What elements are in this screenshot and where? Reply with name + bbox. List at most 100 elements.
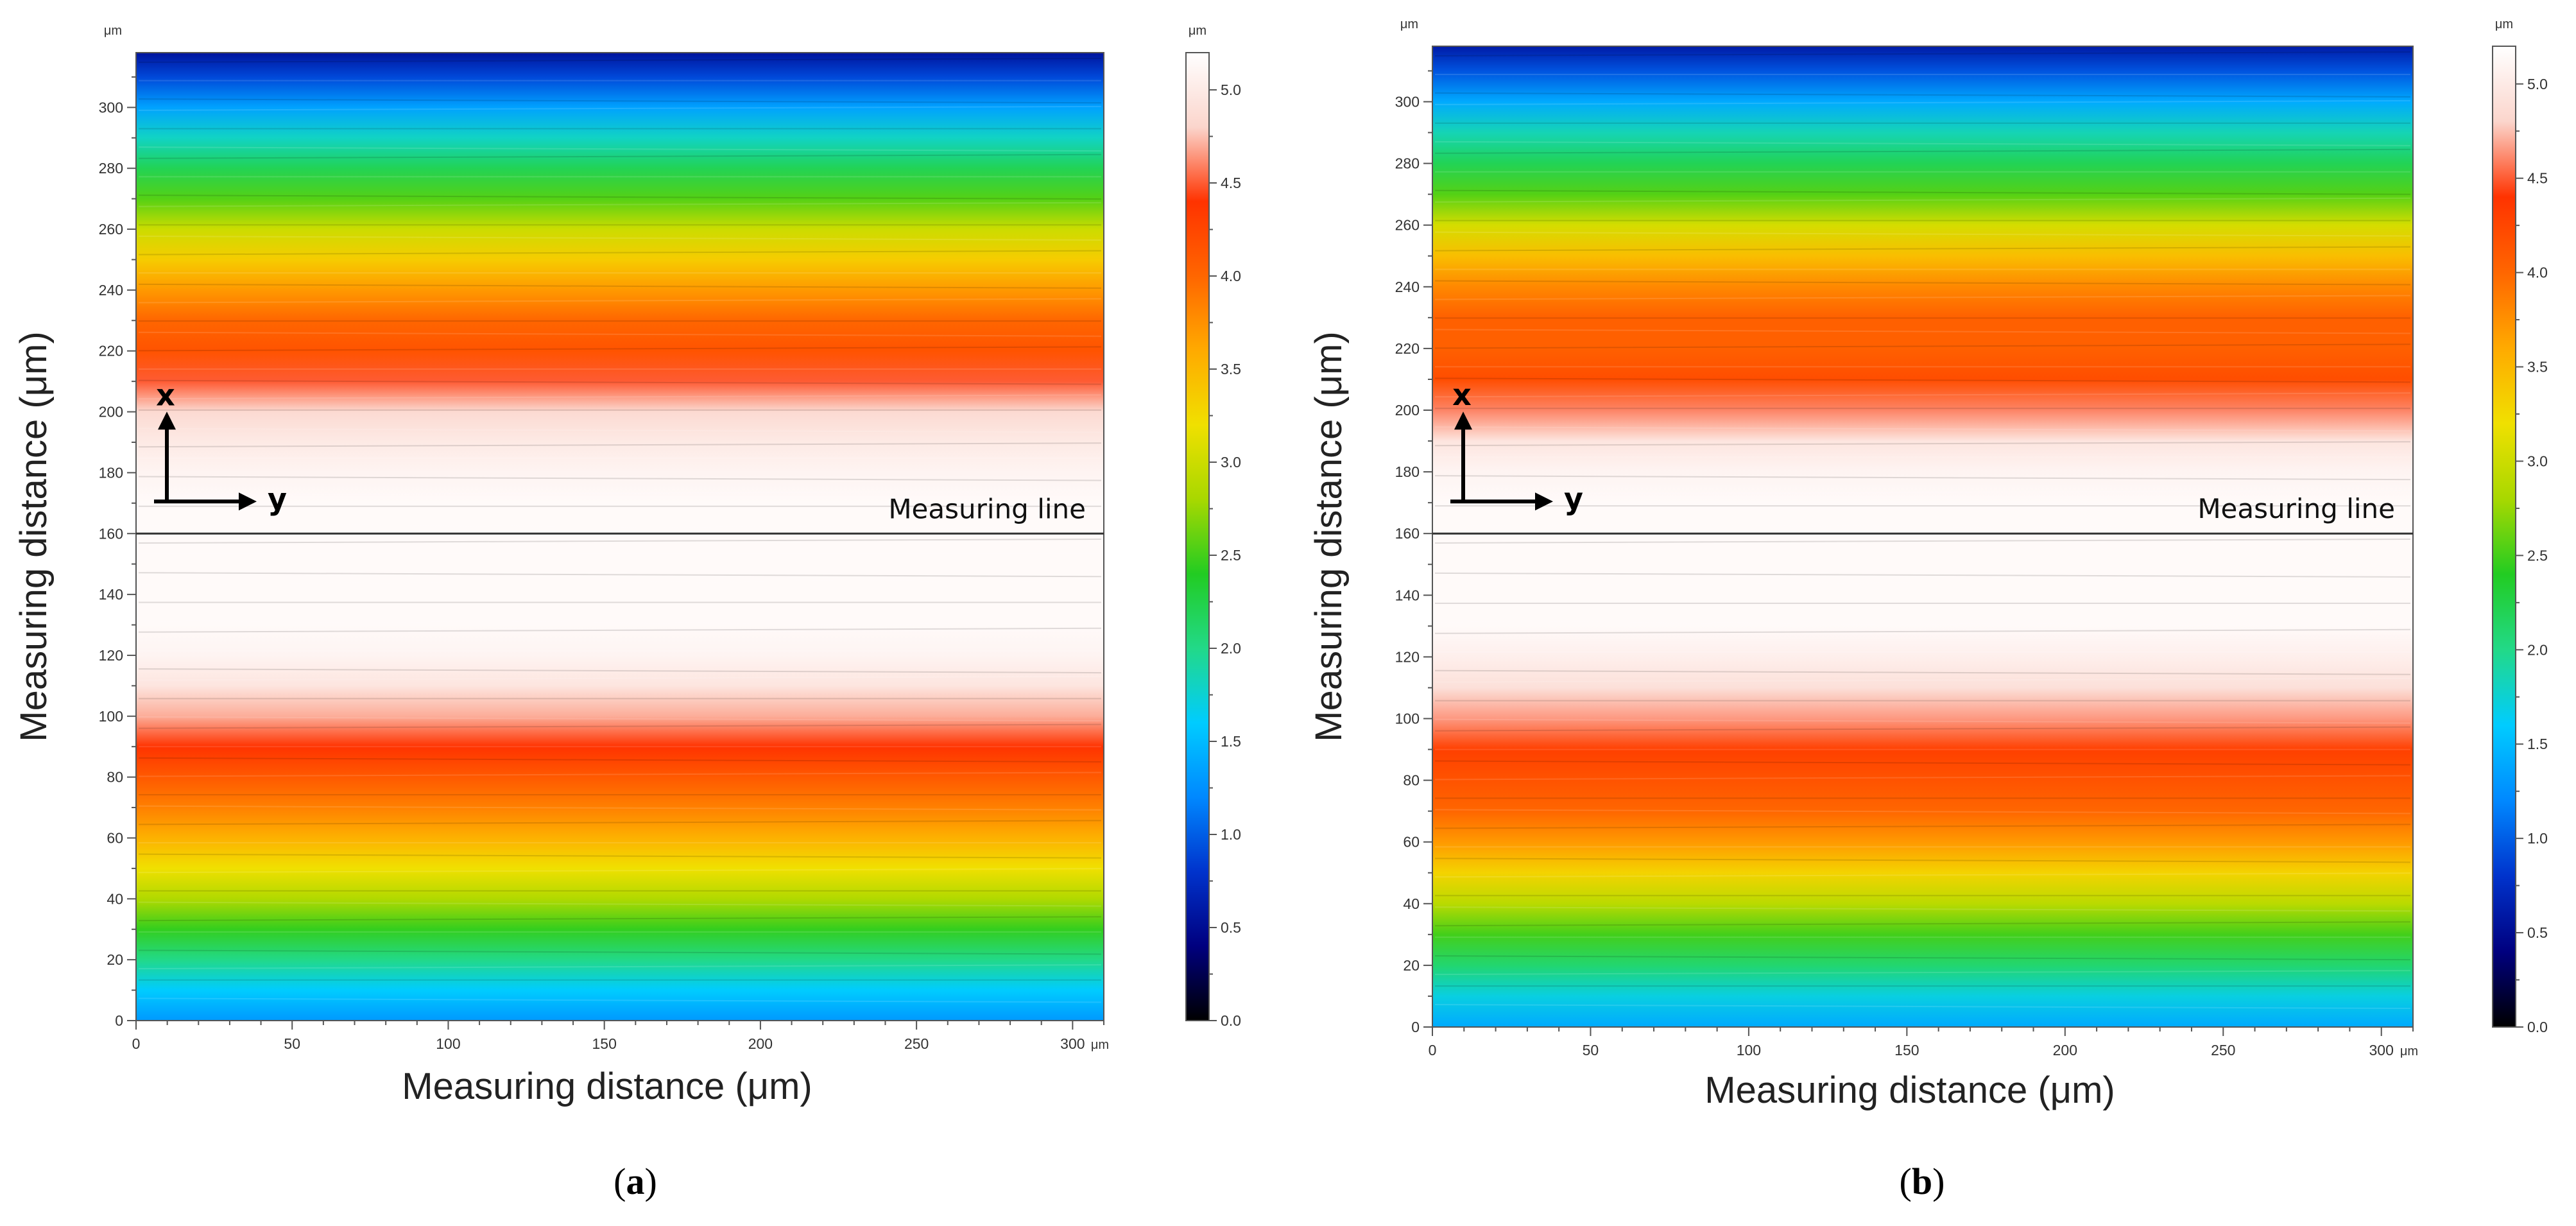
axis-letter-x: x — [156, 377, 175, 412]
y-tick-label: 160 — [1395, 525, 1420, 542]
surface-streak — [1434, 426, 2411, 432]
panel-b: Measuring line x y 0 20 40 60 80 100 120 140 160 180… — [1308, 17, 2548, 1202]
y-tick-label: 40 — [107, 890, 123, 907]
x-tick-label: 50 — [284, 1035, 300, 1052]
surface-streak — [138, 490, 1102, 496]
y-tick-label: 220 — [1395, 340, 1420, 357]
surface-streak — [1434, 580, 2411, 585]
surface-streak — [1434, 824, 2411, 829]
colorbar-tick-label: 2.5 — [1221, 547, 1241, 564]
colorbar-unit-label: μm — [1189, 24, 1206, 38]
y-tick-label: 140 — [1395, 587, 1420, 603]
y-tick-label: 300 — [1395, 93, 1420, 110]
x-tick-label: 100 — [1737, 1042, 1761, 1058]
panel-label-letter: b — [1912, 1161, 1932, 1202]
surface-streak — [1434, 628, 2411, 634]
panel-label-letter: a — [626, 1161, 645, 1202]
colorbar-tick-label: 3.5 — [1221, 361, 1241, 377]
panel-a: Measuring line x y 0 20 40 60 80 100 120 140 160 180… — [13, 24, 1241, 1202]
surface-streak — [1434, 189, 2411, 195]
x-tick-label: 150 — [1894, 1042, 1919, 1058]
surface-streak — [138, 539, 1102, 544]
x-tick-label: 150 — [592, 1035, 616, 1052]
colorbar-tick-label: 5.0 — [1221, 82, 1241, 98]
surface-streak — [1434, 231, 2411, 237]
y-tick-label: 280 — [1395, 155, 1420, 172]
y-tick-label: 240 — [99, 282, 123, 298]
surface-streak — [138, 853, 1102, 859]
colorbar-tick-label: 0.0 — [2527, 1019, 2548, 1035]
panel-label: (a) — [614, 1161, 657, 1202]
surface-streak — [138, 283, 1102, 289]
colorbar-unit-label: μm — [2495, 17, 2513, 31]
axis-letter-x: x — [1452, 377, 1472, 412]
surface-streak — [138, 620, 1102, 626]
surface-streak — [138, 146, 1102, 152]
surface-streak — [138, 476, 1102, 481]
surface-streak — [1434, 475, 2411, 481]
colorbar — [1185, 52, 1210, 1021]
surface-streak — [138, 916, 1102, 922]
panel-label-close: ) — [1932, 1161, 1945, 1202]
y-tick-label: 80 — [107, 769, 123, 786]
colorbar-tick-label: 3.0 — [2527, 453, 2548, 469]
surface-streak — [1434, 809, 2411, 815]
x-tick-label: 200 — [748, 1035, 773, 1052]
colorbar-tick-label: 1.5 — [1221, 733, 1241, 750]
surface-texture — [1434, 51, 2411, 1010]
colorbar-tick-label: 5.0 — [2527, 76, 2548, 92]
axis-letter-y: y — [1564, 481, 1583, 516]
surface-streak — [1434, 246, 2411, 252]
height-map-surface — [1432, 46, 2413, 1027]
surface-streak — [138, 524, 1102, 530]
x-tick-label: 0 — [132, 1035, 141, 1052]
y-tick-label: 280 — [99, 160, 123, 177]
surface-streak — [138, 668, 1102, 674]
y-tick-label: 120 — [99, 647, 123, 664]
surface-streak — [138, 772, 1102, 777]
surface-streak — [138, 579, 1102, 585]
y-unit-label: μm — [1400, 17, 1418, 31]
surface-streak — [138, 442, 1102, 448]
y-tick-label: 220 — [99, 343, 123, 359]
x-tick-label: 250 — [904, 1035, 929, 1052]
surface-streak — [138, 58, 1102, 63]
surface-streak — [1434, 148, 2411, 154]
panel-label-close: ) — [645, 1161, 657, 1202]
surface-streak — [138, 675, 1102, 681]
colorbar-tick-label: 0.5 — [1221, 919, 1241, 936]
surface-streak — [138, 949, 1102, 955]
colorbar-tick-label: 0.5 — [2527, 924, 2548, 941]
surface-streak — [1434, 621, 2411, 626]
x-tick-label: 100 — [436, 1035, 460, 1052]
surface-streak — [1434, 718, 2411, 724]
surface-streak — [138, 153, 1102, 159]
colorbar-tick-label: 2.5 — [2527, 547, 2548, 564]
y-tick-label: 0 — [1411, 1019, 1420, 1035]
surface-streak — [1434, 921, 2411, 927]
surface-streak — [138, 379, 1102, 385]
surface-streak — [1434, 392, 2411, 398]
surface-streak — [138, 105, 1102, 111]
y-tick-label: 0 — [115, 1012, 123, 1029]
arrowhead-right-icon — [1535, 492, 1553, 511]
surface-streak — [138, 346, 1102, 352]
surface-streak — [1434, 775, 2411, 781]
surface-streak — [138, 194, 1102, 200]
x-tick-label: 200 — [2053, 1042, 2077, 1058]
surface-streak — [1434, 677, 2411, 683]
surface-streak — [1434, 441, 2411, 447]
colorbar-tick-label: 1.0 — [1221, 826, 1241, 843]
surface-streak — [138, 627, 1102, 633]
x-axis-title: Measuring distance (μm) — [1704, 1069, 2115, 1111]
surface-streak — [1434, 51, 2411, 56]
surface-streak — [138, 235, 1102, 241]
y-axis-title: Measuring distance (μm) — [1308, 331, 1350, 741]
y-tick-label: 200 — [99, 404, 123, 420]
arrowhead-up-icon — [158, 411, 176, 430]
surface-streak — [1434, 726, 2411, 732]
surface-streak — [1434, 970, 2411, 976]
x-tick-label: 50 — [1583, 1042, 1599, 1058]
y-tick-label: 300 — [99, 99, 123, 116]
x-tick-label: 300 — [1060, 1035, 1085, 1052]
